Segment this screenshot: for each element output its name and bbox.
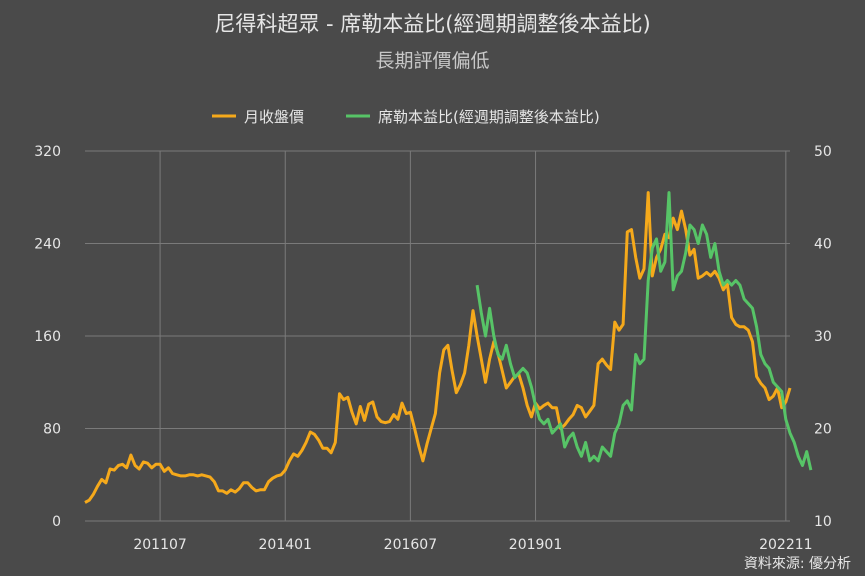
y-right-tick-label: 20	[814, 422, 832, 438]
y-left-tick-label: 80	[43, 422, 61, 438]
series-group	[84, 191, 813, 504]
series-line-cape	[475, 191, 813, 471]
legend: 月收盤價 席勒本益比(經週期調整後本益比)	[212, 108, 600, 126]
y-left-tick-label: 0	[52, 514, 61, 530]
y-left-tick-label: 240	[34, 237, 61, 253]
axes: 0 80 160 240 320 10 20 30 40 50 201107 201401 201607…	[34, 144, 832, 553]
series-line-price	[84, 191, 792, 504]
chart-subtitle: 長期評價偏低	[375, 50, 490, 72]
y-left-tick-label: 320	[34, 144, 61, 160]
legend-label-cape: 席勒本益比(經週期調整後本益比)	[378, 108, 600, 126]
grid-lines	[85, 150, 790, 522]
y-right-tick-label: 50	[814, 144, 832, 160]
y-left-tick-label: 160	[34, 329, 61, 345]
x-tick-label: 202211	[759, 537, 812, 553]
x-tick-label: 201901	[509, 537, 562, 553]
x-tick-label: 201401	[259, 537, 312, 553]
x-tick-label: 201607	[384, 537, 437, 553]
y-right-tick-label: 10	[814, 514, 832, 530]
y-right-tick-label: 40	[814, 237, 832, 253]
legend-label-price: 月收盤價	[244, 108, 304, 126]
x-tick-label: 201107	[133, 537, 186, 553]
source-note: 資料來源: 優分析	[743, 556, 851, 572]
chart-title: 尼得科超眾 - 席勒本益比(經週期調整後本益比)	[214, 12, 651, 36]
y-right-tick-label: 30	[814, 329, 832, 345]
